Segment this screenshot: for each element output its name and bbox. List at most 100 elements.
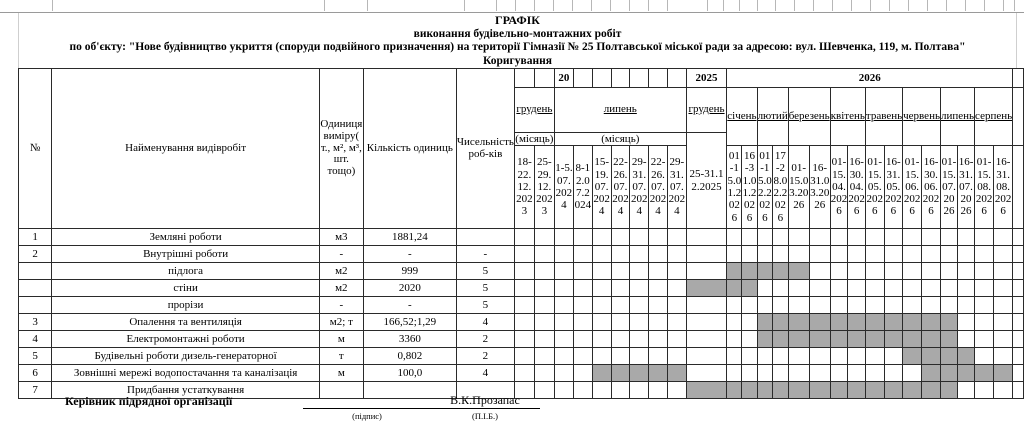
week-range-header: 16-31.08.2026 <box>993 145 1014 229</box>
gantt-cell <box>756 364 774 382</box>
gantt-cell <box>847 330 866 348</box>
month-header: квітень <box>829 87 866 146</box>
faint-row-line <box>18 420 1015 439</box>
work-row: 2 Внутрішні роботи - - - <box>17 245 1024 263</box>
work-name: Будівельні роботи дизель-генераторної <box>51 347 320 365</box>
year-header: 20 <box>553 68 574 88</box>
row-number <box>17 279 53 297</box>
grid-cell-border <box>325 0 368 11</box>
grid-cell-border <box>776 0 795 11</box>
workers-count: 5 <box>455 296 515 314</box>
gantt-cell <box>829 347 849 365</box>
gantt-cell <box>666 347 687 365</box>
gantt-cell <box>1012 330 1024 348</box>
gantt-cell <box>513 313 535 331</box>
gantt-cell <box>772 330 789 348</box>
signature-caption: (підпис) <box>352 411 382 421</box>
unit-of-measure: м2; т <box>318 313 364 331</box>
gantt-cell <box>726 364 743 382</box>
gantt-cell <box>648 381 668 399</box>
gantt-cell <box>685 330 728 348</box>
grid-cell-border <box>758 0 776 11</box>
row-number <box>17 296 53 314</box>
month-label: грудень <box>516 103 553 116</box>
gantt-cell <box>902 262 923 280</box>
gantt-cell <box>864 313 885 331</box>
grid-cell-border <box>573 0 592 11</box>
gantt-cell <box>666 279 687 297</box>
gantt-cell <box>883 228 904 246</box>
gantt-cell <box>808 313 831 331</box>
week-range-header: 8-12.07.2024 <box>572 145 593 229</box>
gantt-cell <box>993 296 1014 314</box>
gantt-cell <box>772 296 789 314</box>
grid-cell-border <box>1004 0 1015 11</box>
gantt-cell <box>756 228 774 246</box>
grid-cell-border <box>497 0 516 11</box>
workers-count: 4 <box>455 313 515 331</box>
gantt-cell <box>787 381 810 399</box>
year-header: 2026 <box>726 68 1014 88</box>
gantt-cell <box>591 347 612 365</box>
gantt-cell <box>666 381 687 399</box>
gantt-cell <box>847 296 866 314</box>
gantt-cell <box>1012 313 1024 331</box>
week-range-header: 16-31.05.2026 <box>883 145 904 229</box>
gantt-cell <box>864 381 885 399</box>
gantt-cell <box>756 381 774 399</box>
gantt-cell <box>726 262 743 280</box>
gantt-cell <box>648 245 668 263</box>
gantt-cell <box>772 364 789 382</box>
unit-of-measure: - <box>318 296 364 314</box>
gantt-cell <box>648 296 668 314</box>
gantt-cell <box>974 228 995 246</box>
work-name: підлога <box>51 262 320 280</box>
gantt-cell <box>666 364 687 382</box>
grid-cell-border <box>740 0 758 11</box>
gantt-cell <box>974 381 995 399</box>
gantt-cell <box>572 313 593 331</box>
gantt-cell <box>808 262 831 280</box>
gantt-cell <box>553 330 574 348</box>
gantt-cell <box>993 262 1014 280</box>
gantt-cell <box>756 296 774 314</box>
week-range-header: 15-19.07.2024 <box>591 145 612 229</box>
week-range-header: 25-29.12.2023 <box>533 145 555 229</box>
gantt-cell <box>864 296 885 314</box>
gantt-cell <box>829 245 849 263</box>
row-number: 3 <box>17 313 53 331</box>
gantt-cell <box>553 245 574 263</box>
week-range-header: 16-31.01.2026 <box>741 145 758 229</box>
gantt-cell <box>864 330 885 348</box>
gantt-cell <box>829 279 849 297</box>
manager-title-label: Керівник підрядної організації <box>65 394 233 408</box>
work-name: стіни <box>51 279 320 297</box>
week-range-header <box>1012 145 1024 229</box>
gantt-cell <box>787 245 810 263</box>
gantt-cell <box>666 296 687 314</box>
gantt-cell <box>957 296 976 314</box>
gantt-cell <box>829 313 849 331</box>
gantt-cell <box>864 245 885 263</box>
misyats-label: (місяць) <box>553 132 687 146</box>
gantt-cell <box>572 381 593 399</box>
gantt-cell <box>902 330 923 348</box>
gantt-cell <box>591 313 612 331</box>
gantt-cell <box>726 279 743 297</box>
gantt-cell <box>756 262 774 280</box>
work-name: Внутрішні роботи <box>51 245 320 263</box>
gantt-cell <box>685 279 728 297</box>
gantt-cell <box>610 279 631 297</box>
month-header: липень <box>939 87 976 146</box>
gantt-cell <box>513 381 535 399</box>
week-range-header: 22-26.07.2024 <box>648 145 668 229</box>
gantt-cell <box>756 313 774 331</box>
gantt-cell <box>808 381 831 399</box>
gantt-cell <box>787 279 810 297</box>
gantt-cell <box>726 245 743 263</box>
gantt-cell <box>513 262 535 280</box>
gantt-cell <box>685 313 728 331</box>
month-label: квітень <box>830 109 865 122</box>
gantt-cell <box>829 381 849 399</box>
quantity: 3360 <box>362 330 457 348</box>
